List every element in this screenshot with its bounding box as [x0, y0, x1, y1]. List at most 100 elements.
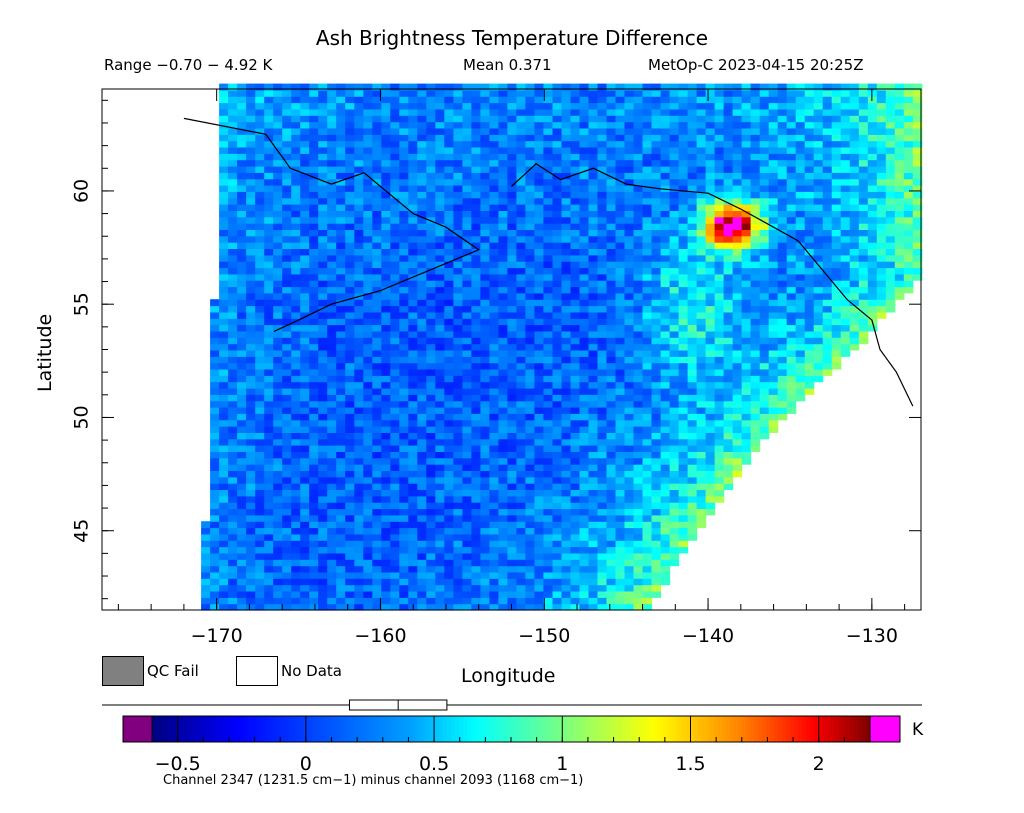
heatmap-cell — [543, 483, 553, 490]
heatmap-cell — [651, 191, 662, 199]
heatmap-cell — [804, 242, 815, 249]
heatmap-cell — [237, 546, 247, 554]
heatmap-cell — [633, 292, 644, 300]
heatmap-cell — [282, 254, 292, 262]
heatmap-cell — [336, 432, 346, 440]
heatmap-cell — [300, 565, 310, 573]
heatmap-cell — [831, 299, 842, 307]
heatmap-cell — [381, 451, 391, 459]
heatmap-cell — [300, 318, 310, 326]
heatmap-cell — [309, 451, 319, 459]
heatmap-cell — [363, 381, 373, 389]
heatmap-cell — [282, 286, 292, 294]
heatmap-cell — [498, 388, 508, 395]
heatmap-cell — [309, 267, 319, 275]
heatmap-cell — [237, 280, 247, 288]
heatmap-cell — [534, 571, 544, 579]
heatmap-cell — [642, 305, 653, 313]
heatmap-cell — [624, 210, 635, 218]
heatmap-cell — [786, 229, 797, 237]
heatmap-cell — [237, 350, 247, 357]
heatmap-cell — [606, 185, 617, 192]
heatmap-cell — [336, 407, 346, 414]
heatmap-cell — [876, 166, 887, 173]
heatmap-cell — [894, 286, 905, 294]
heatmap-cell — [795, 140, 806, 148]
heatmap-cell — [570, 197, 581, 205]
heatmap-cell — [543, 254, 553, 262]
heatmap-cell — [831, 197, 842, 205]
heatmap-cell — [804, 343, 815, 351]
heatmap-cell — [903, 286, 914, 294]
heatmap-cell — [282, 400, 292, 408]
heatmap-cell — [579, 330, 590, 338]
heatmap-cell — [210, 540, 220, 548]
heatmap-cell — [561, 254, 572, 262]
heatmap-cell — [741, 381, 752, 389]
heatmap-cell — [255, 381, 265, 389]
heatmap-cell — [534, 178, 544, 186]
heatmap-cell — [795, 242, 806, 249]
heatmap-cell — [246, 591, 256, 598]
heatmap-cell — [381, 286, 391, 294]
heatmap-cell — [489, 337, 499, 345]
heatmap-cell — [795, 350, 806, 357]
heatmap-cell — [471, 502, 481, 510]
heatmap-cell — [390, 356, 400, 364]
heatmap-cell — [471, 166, 481, 173]
heatmap-cell — [489, 470, 499, 478]
heatmap-cell — [606, 489, 617, 497]
heatmap-cell — [282, 185, 292, 192]
heatmap-cell — [678, 166, 689, 173]
heatmap-cell — [651, 457, 662, 465]
heatmap-cell — [750, 191, 761, 199]
heatmap-cell — [786, 140, 797, 148]
heatmap-cell — [840, 311, 851, 319]
heatmap-cell — [840, 292, 851, 300]
heatmap-cell — [480, 597, 490, 605]
heatmap-cell — [354, 134, 364, 142]
heatmap-cell — [345, 343, 355, 351]
heatmap-cell — [624, 451, 635, 459]
heatmap-cell — [507, 159, 517, 167]
heatmap-cell — [813, 229, 824, 237]
heatmap-cell — [300, 197, 310, 205]
heatmap-cell — [705, 476, 716, 484]
heatmap-cell — [264, 273, 274, 281]
heatmap-cell — [417, 533, 427, 541]
heatmap-cell — [624, 166, 635, 173]
heatmap-cell — [399, 546, 409, 554]
heatmap-cell — [336, 343, 346, 351]
heatmap-cell — [498, 229, 508, 237]
heatmap-cell — [381, 464, 391, 471]
heatmap-cell — [327, 197, 337, 205]
heatmap-cell — [669, 356, 680, 364]
heatmap-cell — [579, 400, 590, 408]
heatmap-cell — [588, 375, 599, 383]
heatmap-cell — [624, 381, 635, 389]
heatmap-cell — [327, 483, 337, 490]
heatmap-cell — [291, 324, 301, 332]
heatmap-cell — [318, 178, 328, 186]
heatmap-cell — [525, 280, 535, 288]
heatmap-cell — [381, 508, 391, 516]
heatmap-cell — [543, 571, 553, 579]
heatmap-cell — [282, 445, 292, 452]
heatmap-cell — [768, 337, 779, 345]
heatmap-cell — [669, 508, 680, 516]
heatmap-cell — [426, 483, 436, 490]
heatmap-cell — [318, 369, 328, 376]
heatmap-cell — [318, 159, 328, 167]
heatmap-cell — [291, 185, 301, 192]
heatmap-cell — [858, 166, 869, 173]
heatmap-cell — [633, 476, 644, 484]
heatmap-cell — [480, 502, 490, 510]
heatmap-cell — [678, 495, 689, 503]
heatmap-cell — [849, 273, 860, 281]
heatmap-cell — [417, 413, 427, 421]
heatmap-cell — [435, 343, 445, 351]
heatmap-cell — [291, 381, 301, 389]
heatmap-cell — [435, 273, 445, 281]
heatmap-cell — [687, 267, 698, 275]
heatmap-cell — [336, 204, 346, 211]
